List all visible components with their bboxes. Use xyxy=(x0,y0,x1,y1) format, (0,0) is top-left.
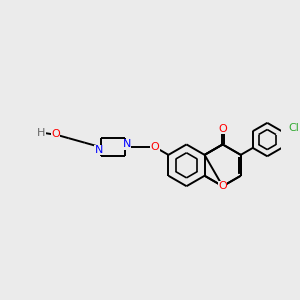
Text: H: H xyxy=(37,128,46,138)
Text: Cl: Cl xyxy=(288,123,299,133)
Text: N: N xyxy=(123,140,131,149)
Text: N: N xyxy=(94,145,103,155)
Text: O: O xyxy=(218,181,227,191)
Text: O: O xyxy=(51,130,60,140)
Text: O: O xyxy=(151,142,160,152)
Text: O: O xyxy=(218,124,227,134)
